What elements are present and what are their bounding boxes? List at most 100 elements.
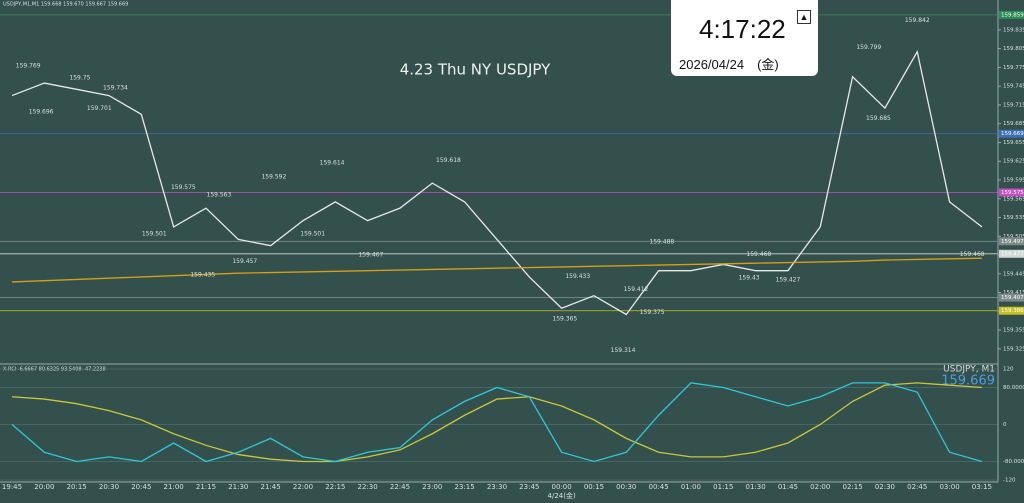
x-tick-label: 22:15 [325, 483, 345, 491]
x-tick-label: 02:15 [842, 483, 862, 491]
symbol-info: USDJPY,M1,M1 159.668 159.670 159.667 159… [3, 2, 128, 8]
x-tick-label: 21:30 [228, 483, 248, 491]
clock-date: 2026/04/24 (金) [679, 57, 779, 72]
price-annotation: 159.799 [856, 44, 881, 51]
x-tick-label: 20:30 [99, 483, 119, 491]
price-annotation: 159.75 [69, 75, 90, 82]
x-tick-label: 01:15 [713, 483, 733, 491]
price-tag-label: 159.859 [1001, 12, 1024, 18]
x-tick-label: 00:00 [552, 483, 572, 491]
x-tick-label: 22:30 [358, 483, 378, 491]
price-annotation: 159.43 [739, 275, 760, 282]
x-tick-label: 21:00 [164, 483, 184, 491]
price-tag [999, 293, 1024, 302]
y-tick-label: 159.625 [1003, 159, 1024, 165]
clock-time: 4:17:22 [699, 14, 786, 44]
price-annotation: 159.457 [232, 258, 257, 265]
price-tag-label: 159.669 [1001, 131, 1024, 137]
clock-icon[interactable]: ▲ [797, 10, 811, 24]
price-annotation: 159.433 [565, 273, 590, 280]
price-annotation: 159.592 [261, 173, 286, 180]
x-tick-label: 21:15 [196, 483, 216, 491]
price-tag-label: 159.575 [1001, 190, 1024, 196]
series-line [11, 382, 983, 463]
series-line [11, 382, 982, 463]
indicator-tick-label: -120 [1003, 478, 1016, 484]
x-tick-label: 22:45 [390, 483, 410, 491]
x-tick-label: 23:15 [455, 483, 475, 491]
price-tag [999, 10, 1024, 19]
indicator-tick-label: -80.0000 [1003, 459, 1024, 465]
x-tick-label: 01:00 [681, 483, 701, 491]
x-tick-label: 02:45 [907, 483, 927, 491]
series-line [11, 49, 983, 316]
x-tick-label: 01:30 [745, 483, 765, 491]
y-tick-label: 159.325 [1003, 346, 1024, 352]
y-tick-label: 159.595 [1003, 177, 1024, 183]
price-annotation: 159.468 [960, 251, 985, 258]
y-tick-label: 159.745 [1003, 84, 1024, 90]
price-tag [999, 237, 1024, 246]
price-annotation: 159.614 [320, 160, 345, 167]
x-tick-label: 19:45 [2, 483, 22, 491]
x-tick-label: 02:00 [810, 483, 830, 491]
price-tag [999, 306, 1024, 315]
price-annotation: 159.734 [103, 85, 128, 92]
indicator-tick-label: 80.0000 [1003, 385, 1024, 391]
x-tick-label: 02:30 [875, 483, 895, 491]
price-annotation: 159.842 [905, 17, 930, 24]
price-annotation: 159.618 [436, 157, 461, 164]
price-tag-label: 159.386 [1001, 308, 1024, 314]
indicator-symbol: USDJPY, M1 [943, 365, 995, 375]
x-tick-label: 21:45 [261, 483, 281, 491]
indicator-price: 159.669 [941, 374, 995, 389]
date-label: 4/24(金) [548, 491, 576, 500]
price-annotation: 159.685 [866, 115, 891, 122]
x-tick-label: 20:00 [34, 483, 54, 491]
x-tick-label: 03:15 [972, 483, 992, 491]
y-tick-label: 159.445 [1003, 271, 1024, 277]
price-annotation: 159.468 [746, 251, 771, 258]
y-tick-label: 159.805 [1003, 46, 1024, 52]
chart-title: 4.23 Thu NY USDJPY [400, 61, 551, 79]
series-line [11, 257, 982, 283]
price-annotation: 159.488 [649, 238, 674, 245]
y-tick-label: 159.355 [1003, 328, 1024, 334]
price-annotation: 159.769 [16, 63, 41, 70]
indicator-tick-label: 120 [1003, 367, 1014, 373]
price-tag-label: 159.497 [1001, 239, 1024, 245]
y-tick-label: 159.715 [1003, 102, 1024, 108]
indicator-title: X-RCI -6.6667 80.6325 93.5408 -47.2238 [3, 367, 106, 373]
clock: 4:17:22 ▲ 2026/04/24 (金) [671, 0, 818, 76]
price-tag [999, 129, 1024, 138]
y-tick-label: 159.835 [1003, 27, 1024, 33]
price-annotation: 159.563 [207, 192, 232, 199]
x-tick-label: 23:30 [487, 483, 507, 491]
price-annotation: 159.575 [171, 184, 196, 191]
y-tick-label: 159.415 [1003, 290, 1024, 296]
y-tick-label: 159.655 [1003, 140, 1024, 146]
price-annotation: 159.375 [640, 309, 665, 316]
price-tag-label: 159.477 [1001, 251, 1024, 257]
y-tick-label: 159.565 [1003, 196, 1024, 202]
price-tag [999, 249, 1024, 258]
y-tick-label: 159.535 [1003, 215, 1024, 221]
price-annotation: 159.435 [190, 272, 215, 279]
x-tick-label: 20:15 [67, 483, 87, 491]
price-tag [999, 188, 1024, 197]
y-tick-label: 159.775 [1003, 65, 1024, 71]
price-annotation: 159.501 [142, 230, 167, 237]
indicator-tick-label: 0 [1003, 422, 1007, 428]
y-tick-label: 159.685 [1003, 121, 1024, 127]
y-tick-label: 159.505 [1003, 234, 1024, 240]
price-annotation: 159.696 [29, 108, 54, 115]
x-tick-label: 23:00 [422, 483, 442, 491]
price-annotation: 159.412 [624, 286, 649, 293]
price-tag-label: 159.407 [1001, 295, 1024, 301]
price-annotation: 159.701 [87, 105, 112, 112]
x-tick-label: 23:45 [519, 483, 539, 491]
